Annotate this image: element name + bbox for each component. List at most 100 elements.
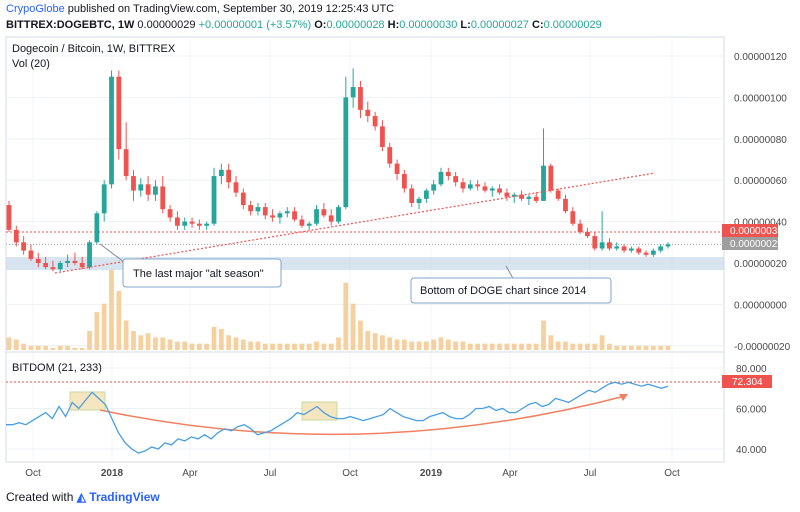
- candle-body: [358, 87, 363, 110]
- volume-bar: [270, 343, 275, 350]
- volume-bar: [592, 343, 598, 350]
- candle-body: [343, 97, 349, 208]
- open-label: O:: [314, 19, 327, 31]
- volume-bar: [423, 341, 429, 350]
- candle-body: [409, 188, 415, 203]
- last-price-tag: [722, 237, 778, 250]
- candle-body: [380, 126, 385, 148]
- volume-bar: [460, 341, 466, 350]
- volume-bar: [21, 343, 27, 350]
- volume-bar: [665, 345, 671, 350]
- footer: Created with ◭ TradingView: [6, 490, 160, 504]
- candle-body: [28, 250, 34, 259]
- chart-header: CrypoGlobe published on TradingView.com,…: [0, 0, 800, 36]
- volume-bar: [218, 328, 224, 350]
- time-tick-label: Apr: [502, 468, 518, 479]
- volume-bar: [153, 337, 158, 350]
- candle-body: [65, 260, 70, 263]
- candle-body: [160, 186, 166, 210]
- candle-body: [72, 260, 78, 263]
- volume-bar: [50, 347, 56, 350]
- bitdom-tick-label: 60.000: [736, 405, 767, 416]
- volume-bar: [467, 343, 473, 350]
- candle-body: [599, 242, 605, 249]
- time-tick-label: Oct: [342, 468, 358, 479]
- published-text: published on TradingView.com, September …: [67, 3, 395, 15]
- volume-bar: [409, 341, 415, 350]
- candle-body: [533, 196, 539, 201]
- candle-body: [431, 184, 437, 191]
- candle-body: [592, 236, 598, 249]
- alt-season-text: The last major "alt season": [133, 268, 264, 280]
- volume-bar: [175, 341, 180, 350]
- candle-body: [350, 87, 356, 98]
- trading-chart[interactable]: Dogecoin / Bitcoin, 1W, BITTREX Vol (20)…: [0, 0, 800, 490]
- volume-bar: [321, 343, 327, 350]
- candle-body: [321, 209, 327, 216]
- candle-body: [577, 223, 583, 232]
- volume-bar: [299, 343, 305, 350]
- candle-body: [196, 223, 202, 226]
- candle-body: [211, 176, 217, 224]
- volume-bar: [343, 282, 349, 350]
- last-price-label: 0.00000029: [730, 239, 783, 250]
- volume-bar: [636, 345, 642, 350]
- candles: [6, 68, 671, 272]
- bottom-zone: [6, 257, 724, 270]
- tradingview-brand[interactable]: TradingView: [89, 490, 160, 504]
- volume-bar: [555, 341, 561, 350]
- created-with-text: Created with: [6, 490, 74, 504]
- candle-body: [138, 184, 144, 191]
- candle-body: [482, 186, 488, 191]
- time-tick-label: Oct: [25, 468, 41, 479]
- volume-bar: [387, 337, 393, 350]
- volume-title: Vol (20): [12, 58, 50, 70]
- author-link[interactable]: CrypoGlobe: [6, 3, 65, 15]
- candle-body: [467, 184, 473, 189]
- candle-body: [519, 194, 524, 199]
- bitdom-tick-label: 80.000: [736, 364, 767, 375]
- candle-body: [650, 250, 656, 255]
- time-tick-label: Oct: [664, 468, 680, 479]
- volume-bar: [658, 345, 664, 350]
- open-value: 0.00000028: [326, 19, 385, 31]
- volume-bar: [599, 335, 605, 350]
- candle-body: [511, 194, 517, 197]
- low-value: 0.00000027: [470, 19, 529, 31]
- bitdom-last-label: 72.304: [732, 377, 763, 388]
- volume-bar: [548, 335, 554, 350]
- volume-bar: [526, 343, 532, 350]
- tradingview-logo-icon[interactable]: ◭: [76, 490, 86, 504]
- volume-bar: [233, 337, 239, 350]
- volume-bar: [372, 333, 378, 350]
- price-tick-label: 0.00000100: [734, 93, 787, 104]
- chart-frame: [5, 36, 725, 463]
- ohlc-line: BITTREX:DOGEBTC, 1W 0.00000029 +0.000000…: [6, 19, 602, 31]
- main-title: Dogecoin / Bitcoin, 1W, BITTREX: [12, 43, 176, 55]
- volume-bar: [628, 345, 634, 350]
- volume-bar: [497, 343, 502, 350]
- candle-body: [87, 242, 92, 268]
- candle-body: [365, 109, 371, 117]
- bitdom-highlight-1: [69, 391, 106, 411]
- volume-bar: [145, 333, 151, 350]
- bitdom-arrow-head: [619, 394, 628, 401]
- volume-bar: [6, 337, 12, 350]
- candle-body: [394, 163, 400, 174]
- volume-bar: [365, 331, 371, 350]
- volume-bar: [28, 345, 34, 350]
- time-tick-label: 2018: [101, 468, 124, 479]
- volume-bar: [314, 341, 319, 350]
- volume-bar: [438, 337, 444, 350]
- volume-bar: [240, 339, 246, 350]
- candle-body: [248, 205, 254, 212]
- volume-bar: [643, 345, 649, 350]
- price-tick-label: -0.00000020: [734, 342, 791, 353]
- time-tick-label: Jul: [264, 468, 277, 479]
- volume-bar: [489, 343, 495, 350]
- volume-bar: [160, 337, 166, 350]
- candle-body: [328, 215, 334, 222]
- candle-body: [460, 182, 466, 189]
- candle-body: [548, 165, 554, 191]
- candle-body: [189, 221, 195, 224]
